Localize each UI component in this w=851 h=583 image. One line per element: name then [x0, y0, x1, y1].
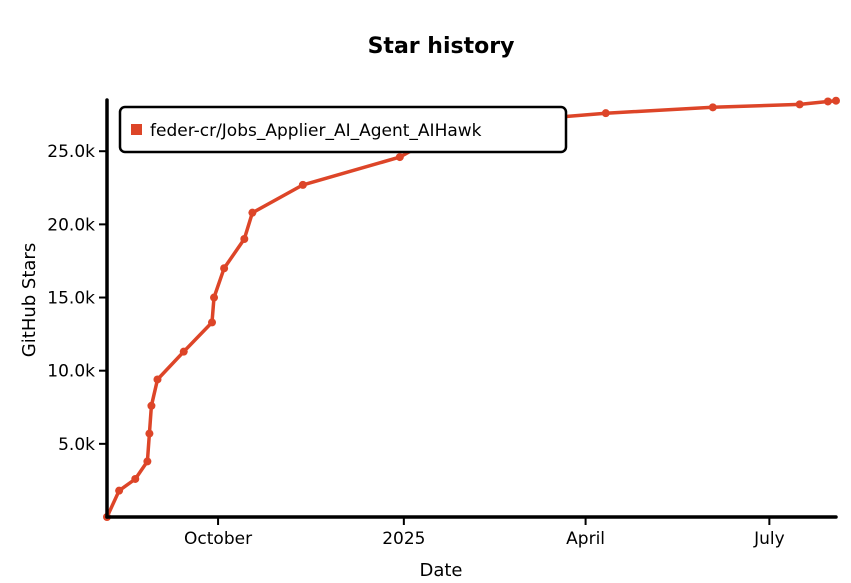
chart-title: Star history — [368, 34, 515, 59]
x-tick-label: October — [184, 529, 252, 549]
series-line — [105, 98, 838, 519]
data-point — [832, 96, 840, 105]
y-tick-label: 25.0k — [47, 142, 95, 162]
data-point — [143, 457, 152, 466]
y-tick-label: 20.0k — [47, 215, 95, 235]
data-point — [179, 347, 188, 356]
x-tick-label: 2025 — [382, 529, 425, 549]
x-tick-label: April — [566, 529, 605, 549]
data-point — [795, 100, 804, 109]
x-axis-ticks: October 2025 April July — [184, 517, 785, 549]
legend-swatch — [131, 124, 142, 135]
legend-label: feder-cr/Jobs_Applier_AI_Agent_AIHawk — [150, 121, 482, 141]
data-point — [153, 375, 162, 384]
legend: feder-cr/Jobs_Applier_AI_Agent_AIHawk — [118, 105, 568, 154]
data-point — [395, 153, 404, 162]
data-point — [220, 264, 229, 273]
data-point — [147, 401, 156, 410]
y-axis-ticks: 5.0k 10.0k 15.0k 20.0k 25.0k — [47, 142, 107, 455]
y-axis-title: GitHub Stars — [19, 243, 40, 357]
data-point — [145, 429, 154, 438]
data-point — [601, 109, 610, 118]
x-axis-title: Date — [419, 560, 462, 579]
data-point — [823, 97, 832, 106]
data-point — [115, 486, 124, 495]
data-point — [131, 474, 140, 483]
y-tick-label: 10.0k — [47, 362, 95, 382]
data-point — [208, 318, 217, 327]
x-tick-label: July — [753, 529, 785, 549]
y-tick-label: 5.0k — [58, 435, 95, 455]
data-point — [248, 208, 257, 217]
legend-box — [118, 105, 568, 154]
series-layer — [103, 96, 840, 521]
data-point — [298, 180, 307, 189]
y-tick-label: 15.0k — [47, 289, 95, 309]
data-point — [210, 293, 219, 302]
data-point — [240, 235, 249, 243]
data-point — [708, 103, 717, 112]
